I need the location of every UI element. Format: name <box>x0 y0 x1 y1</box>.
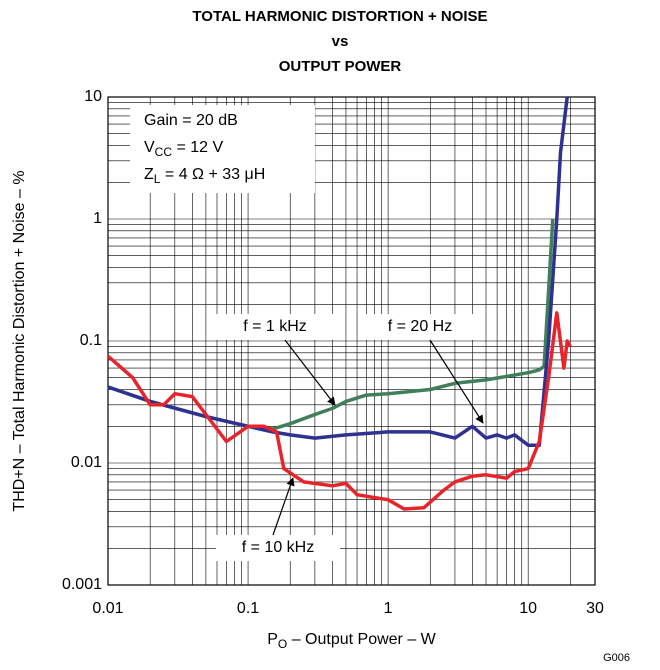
annotation-part: = 4 Ω + 33 μH <box>160 166 265 183</box>
y-tick-label: 0.01 <box>71 454 102 471</box>
x-tick-label: 30 <box>586 600 604 617</box>
series-label-box <box>358 314 482 340</box>
annotation: VCC = 12 V <box>144 139 223 159</box>
annotation-sub: L <box>154 172 161 186</box>
x-tick-label: 0.01 <box>92 600 123 617</box>
x-tick-label: 10 <box>519 600 537 617</box>
plot-frame <box>107 96 596 586</box>
annotation: Gain = 20 dB <box>144 112 238 129</box>
series-label: f = 1 kHz <box>243 318 307 335</box>
series-label: f = 10 kHz <box>242 539 314 556</box>
y-tick-label: 0.001 <box>62 576 102 593</box>
series-line <box>106 311 572 511</box>
series-line <box>107 96 569 447</box>
chart-title: TOTAL HARMONIC DISTORTION + NOISE <box>192 8 487 25</box>
x-tick-label: 0.1 <box>237 600 259 617</box>
y-tick-label: 10 <box>84 88 102 105</box>
series-label-box <box>216 535 340 561</box>
series-label-box <box>213 314 337 340</box>
x-axis-label-part: P <box>267 631 278 648</box>
figure-code: G006 <box>603 652 630 664</box>
annotation-part: V <box>144 139 155 156</box>
label-arrow <box>284 339 336 406</box>
series-label: f = 20 Hz <box>388 318 452 335</box>
x-axis-label-sub: O <box>278 637 287 651</box>
y-tick-label: 0.1 <box>80 332 102 349</box>
annotation-part: Gain = 20 dB <box>144 112 238 129</box>
y-axis-label: THD+N – Total Harmonic Distortion + Nois… <box>11 170 28 511</box>
label-arrow <box>272 477 295 536</box>
annotation-part: Z <box>144 166 154 183</box>
annotation-part: = 12 V <box>172 139 223 156</box>
chart-title: vs <box>332 33 349 50</box>
y-tick-label: 1 <box>93 210 102 227</box>
label-arrow <box>429 339 484 424</box>
annotation-box <box>130 105 315 193</box>
annotation: ZL = 4 Ω + 33 μH <box>144 166 265 186</box>
annotation-sub: CC <box>155 145 173 159</box>
chart-title: OUTPUT POWER <box>279 58 402 75</box>
x-axis-label-part: – Output Power – W <box>287 631 436 648</box>
x-tick-label: 1 <box>384 600 393 617</box>
x-axis-label: PO – Output Power – W <box>267 631 436 651</box>
